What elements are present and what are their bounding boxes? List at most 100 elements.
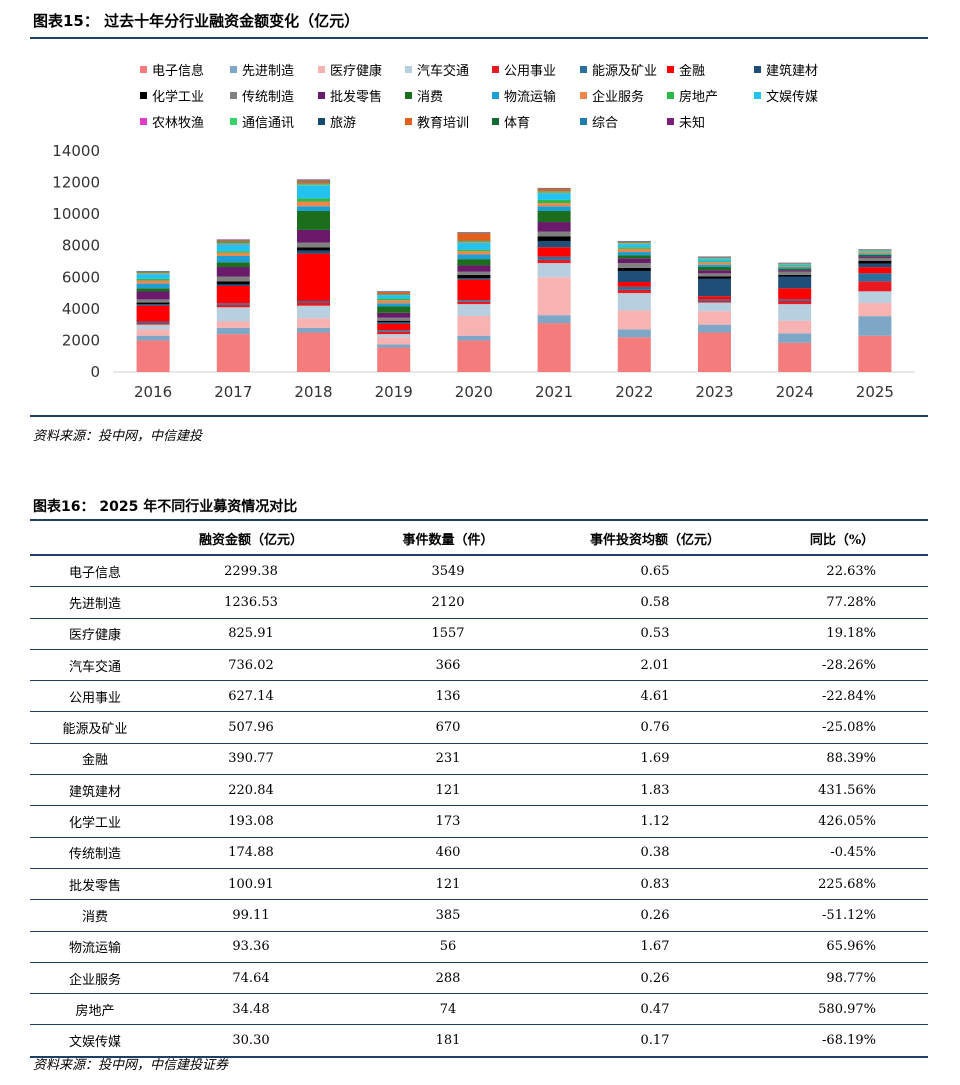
bar-segment — [457, 251, 491, 255]
bar-segment — [858, 260, 892, 264]
cell-avg: 0.38 — [554, 837, 756, 869]
bar-segment — [858, 273, 892, 282]
cell-count: 460 — [342, 837, 554, 869]
table-row: 公用事业 627.14 136 4.61 -22.84% — [30, 680, 928, 713]
bar-segment — [136, 288, 170, 292]
y-tick-label: 14000 — [52, 142, 100, 160]
bar-segment — [778, 288, 812, 300]
bar-segment — [216, 276, 250, 282]
bar-segment — [617, 337, 651, 372]
legend-label: 消费 — [417, 90, 444, 105]
legend-label: 农林牧渔 — [152, 116, 205, 131]
cell-count: 288 — [342, 962, 554, 995]
cell-yoy: -51.12% — [756, 899, 928, 932]
table-header-row: 融资金额（亿元） 事件数量（件） 事件投资均额（亿元） 同比（%） — [30, 523, 928, 556]
bar-segment — [858, 281, 892, 292]
bar-segment — [297, 318, 330, 328]
cell-avg: 0.17 — [554, 1024, 756, 1058]
table-row: 金融 390.77 231 1.69 88.39% — [30, 743, 928, 776]
y-tick-label: 12000 — [52, 174, 100, 192]
cell-count: 366 — [342, 649, 554, 682]
bar-segment — [698, 273, 731, 277]
bar-segment — [858, 256, 892, 258]
bar-segment — [457, 259, 491, 266]
figure16-source: 资料来源：投中网，中信建投证券 — [33, 1058, 229, 1073]
bar-segment — [617, 248, 651, 253]
bar-segment — [297, 250, 330, 254]
legend-item: 综合 — [580, 112, 618, 131]
bar-segment — [698, 296, 731, 300]
legend-swatch — [140, 118, 147, 125]
bar-segment — [617, 241, 651, 243]
bar-segment — [216, 285, 250, 304]
header-count: 事件数量（件） — [342, 523, 554, 556]
legend-label: 文娱传媒 — [766, 90, 819, 105]
bar-segment — [537, 263, 571, 278]
bar-segment — [216, 327, 250, 335]
legend-swatch — [492, 92, 499, 99]
figure16-title: 图表16： 2025 年不同行业募资情况对比 — [33, 499, 298, 515]
legend-label: 批发零售 — [330, 90, 383, 105]
bar-segment — [537, 206, 571, 211]
figure15-source: 资料来源：投中网，中信建投 — [33, 429, 203, 444]
legend-item: 旅游 — [318, 112, 356, 131]
cell-yoy: 98.77% — [756, 962, 928, 995]
bar-segment — [698, 264, 731, 268]
bar-segment — [858, 251, 892, 253]
bar-segment — [698, 311, 731, 325]
bar-segment — [136, 321, 170, 324]
legend-swatch — [580, 66, 587, 73]
bar-segment — [377, 294, 411, 296]
bar-segment — [537, 203, 571, 207]
header-yoy: 同比（%） — [756, 523, 928, 556]
cell-avg: 0.83 — [554, 868, 756, 901]
cell-yoy: 22.63% — [756, 555, 928, 588]
bar-segment — [537, 247, 571, 257]
cell-industry: 消费 — [30, 899, 160, 932]
bar-segment — [136, 271, 170, 273]
bar-segment — [778, 320, 812, 334]
cell-avg: 1.12 — [554, 805, 756, 838]
bar-segment — [297, 180, 330, 184]
cell-amount: 1236.53 — [160, 586, 342, 619]
cell-industry: 企业服务 — [30, 962, 160, 995]
cell-amount: 74.64 — [160, 962, 342, 995]
cell-amount: 30.30 — [160, 1024, 342, 1058]
legend-swatch — [318, 66, 325, 73]
bar-segment — [858, 253, 892, 255]
y-tick-label: 6000 — [62, 268, 100, 286]
cell-avg: 1.69 — [554, 743, 756, 776]
bar-segment — [698, 261, 731, 263]
table-row: 能源及矿业 507.96 670 0.76 -25.08% — [30, 711, 928, 744]
bar-segment — [698, 300, 731, 303]
bar-segment — [858, 254, 892, 257]
y-tick-label: 10000 — [52, 205, 100, 223]
legend-item: 文娱传媒 — [754, 86, 818, 105]
legend-item: 通信通讯 — [230, 112, 294, 131]
bar-segment — [457, 254, 491, 260]
bar-segment — [377, 330, 411, 332]
cell-count: 56 — [342, 931, 554, 963]
bar-segment — [617, 310, 651, 330]
cell-yoy: 19.18% — [756, 618, 928, 650]
bar-segment — [297, 185, 330, 199]
bar-segment — [377, 331, 411, 335]
legend-label: 建筑建材 — [766, 64, 819, 79]
bar-segment — [778, 264, 812, 266]
bar-segment — [377, 320, 411, 323]
bar-segment — [778, 265, 812, 267]
bar-segment — [297, 210, 330, 230]
legend-swatch — [405, 118, 412, 125]
bar-segment — [698, 267, 731, 271]
bar-segment — [858, 267, 892, 274]
bar-segment — [698, 270, 731, 274]
cell-count: 2120 — [342, 586, 554, 619]
bar-segment — [778, 299, 812, 301]
cell-count: 3549 — [342, 555, 554, 588]
cell-count: 181 — [342, 1024, 554, 1058]
bar-segment — [297, 247, 330, 251]
legend-label: 物流运输 — [504, 90, 557, 105]
cell-yoy: 426.05% — [756, 805, 928, 838]
bar-segment — [778, 333, 812, 343]
bar-segment — [136, 280, 170, 284]
